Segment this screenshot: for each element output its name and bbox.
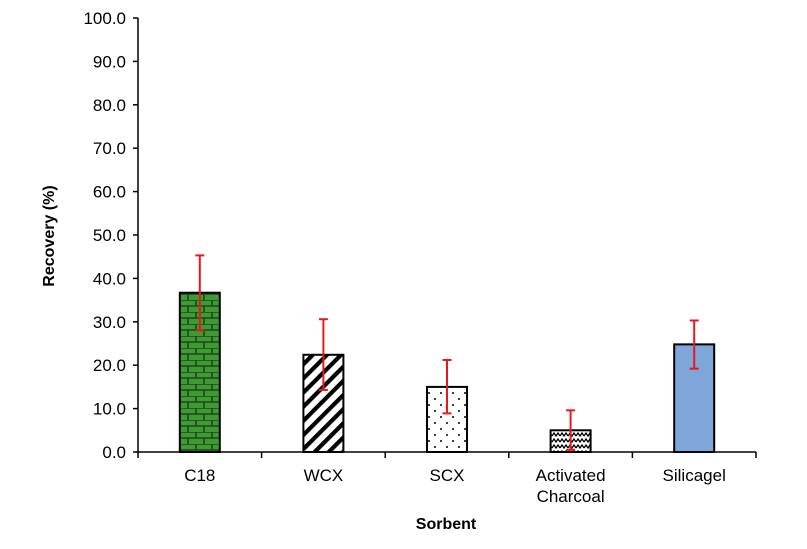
y-tick-label: 90.0 <box>93 52 126 71</box>
x-category-label: C18 <box>184 466 215 485</box>
y-tick-label: 60.0 <box>93 183 126 202</box>
error-bars-layer <box>195 254 699 451</box>
y-tick-label: 80.0 <box>93 96 126 115</box>
y-tick-labels: 0.0 10.0 20.0 30.0 40.0 50.0 60.0 70.0 80.0 90.0 1… <box>83 9 126 462</box>
x-category-label: Activated <box>536 466 606 485</box>
y-tick-label: 30.0 <box>93 313 126 332</box>
error-bar-4 <box>689 319 699 370</box>
y-tick-label: 70.0 <box>93 139 126 158</box>
y-tick-label: 50.0 <box>93 226 126 245</box>
axes-layer <box>133 17 757 458</box>
x-category-label: Charcoal <box>537 487 605 506</box>
x-category-label: WCX <box>304 466 344 485</box>
error-bar-0 <box>195 254 205 332</box>
y-tick-label: 10.0 <box>93 400 126 419</box>
x-category-labels: C18 WCX SCX Activated Charcoal Silicagel <box>184 466 726 506</box>
y-tick-label: 0.0 <box>102 443 126 462</box>
error-bar-3 <box>566 409 576 451</box>
x-category-label: Silicagel <box>663 466 726 485</box>
x-axis-title: Sorbent <box>416 516 477 533</box>
error-bar-1 <box>318 318 328 391</box>
error-bar-2 <box>442 358 452 415</box>
y-axis-title: Recovery (%) <box>41 185 58 286</box>
y-tick-label: 20.0 <box>93 356 126 375</box>
y-tick-label: 100.0 <box>83 9 126 28</box>
x-category-label: SCX <box>430 466 465 485</box>
y-tick-label: 40.0 <box>93 269 126 288</box>
